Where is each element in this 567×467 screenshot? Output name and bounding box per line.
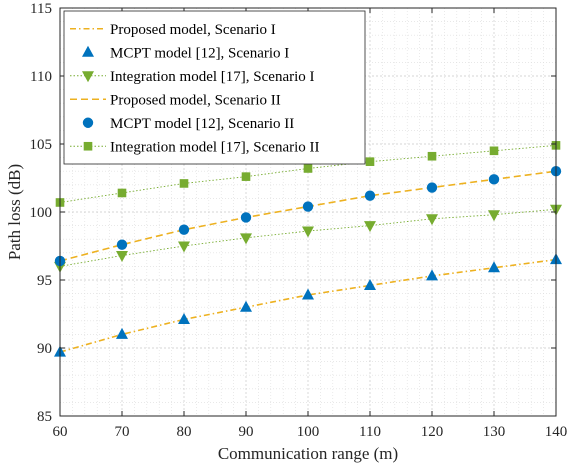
data-point: [364, 278, 376, 290]
y-tick-label: 85: [37, 409, 52, 425]
data-point: [426, 182, 438, 193]
series-2: [54, 253, 562, 357]
data-point: [116, 251, 128, 263]
series-1: [59, 258, 557, 353]
x-tick-label: 120: [421, 424, 444, 440]
tick-layer: 60 70 80 90 100 110 120 130 140 85 90 95 100 105 110 11…: [30, 1, 567, 440]
x-tick-label: 70: [115, 424, 130, 440]
data-point: [240, 212, 252, 223]
legend-marker: [82, 117, 94, 128]
legend-label: Integration model [17], Scenario I: [110, 69, 315, 85]
legend-label: MCPT model [12], Scenario II: [110, 116, 294, 132]
data-point: [302, 288, 314, 300]
data-point: [116, 327, 128, 339]
data-point: [488, 174, 500, 185]
data-point: [116, 239, 128, 250]
x-tick-label: 90: [239, 424, 254, 440]
data-point: [488, 261, 500, 273]
legend-item: Proposed model, Scenario II: [70, 92, 281, 108]
data-point: [179, 179, 189, 188]
series-line: [59, 258, 557, 353]
data-point: [302, 201, 314, 212]
data-point: [241, 172, 251, 181]
data-point: [117, 188, 127, 198]
legend-item: Integration model [17], Scenario II: [70, 139, 320, 155]
x-tick-label: 60: [53, 424, 68, 440]
data-point: [303, 164, 313, 173]
data-point: [427, 151, 437, 161]
legend-box: [63, 10, 366, 165]
data-point: [178, 224, 190, 235]
legend-item: MCPT model [12], Scenario II: [82, 116, 294, 132]
legend-item: Proposed model, Scenario I: [70, 22, 276, 38]
data-point: [240, 300, 252, 312]
data-point: [240, 233, 252, 245]
legend-marker: [82, 45, 94, 57]
legend-item: MCPT model [12], Scenario I: [82, 45, 289, 61]
legend-marker: [82, 71, 94, 83]
y-tick-label: 115: [30, 1, 52, 17]
y-tick-label: 95: [37, 273, 52, 289]
series-3: [54, 204, 562, 273]
x-axis-label: Communication range (m): [218, 444, 398, 463]
legend-label: Proposed model, Scenario II: [110, 92, 281, 108]
y-tick-label: 90: [37, 341, 52, 357]
y-tick-label: 100: [30, 205, 53, 221]
legend: Proposed model, Scenario I MCPT model [12…: [63, 10, 366, 165]
data-point: [364, 221, 376, 233]
legend-label: Integration model [17], Scenario II: [110, 139, 320, 155]
legend-item: Integration model [17], Scenario I: [70, 69, 315, 85]
y-tick-label: 110: [30, 69, 52, 85]
data-point: [426, 214, 438, 226]
y-axis-label: Path loss (dB): [5, 164, 24, 260]
data-point: [426, 269, 438, 281]
y-tick-label: 105: [30, 137, 53, 153]
data-point: [489, 146, 499, 156]
legend-marker: [83, 141, 93, 151]
x-tick-label: 80: [177, 424, 192, 440]
series-line: [59, 208, 557, 267]
x-tick-label: 130: [483, 424, 506, 440]
data-point: [364, 190, 376, 201]
data-point: [302, 226, 314, 238]
x-tick-label: 100: [297, 424, 320, 440]
series-layer: [54, 141, 562, 357]
data-point: [178, 312, 190, 324]
legend-label: MCPT model [12], Scenario I: [110, 45, 289, 61]
x-tick-label: 110: [359, 424, 381, 440]
data-point: [365, 157, 375, 166]
x-tick-label: 140: [545, 424, 567, 440]
data-point: [178, 241, 190, 253]
data-point: [488, 210, 500, 222]
legend-label: Proposed model, Scenario I: [110, 22, 276, 38]
